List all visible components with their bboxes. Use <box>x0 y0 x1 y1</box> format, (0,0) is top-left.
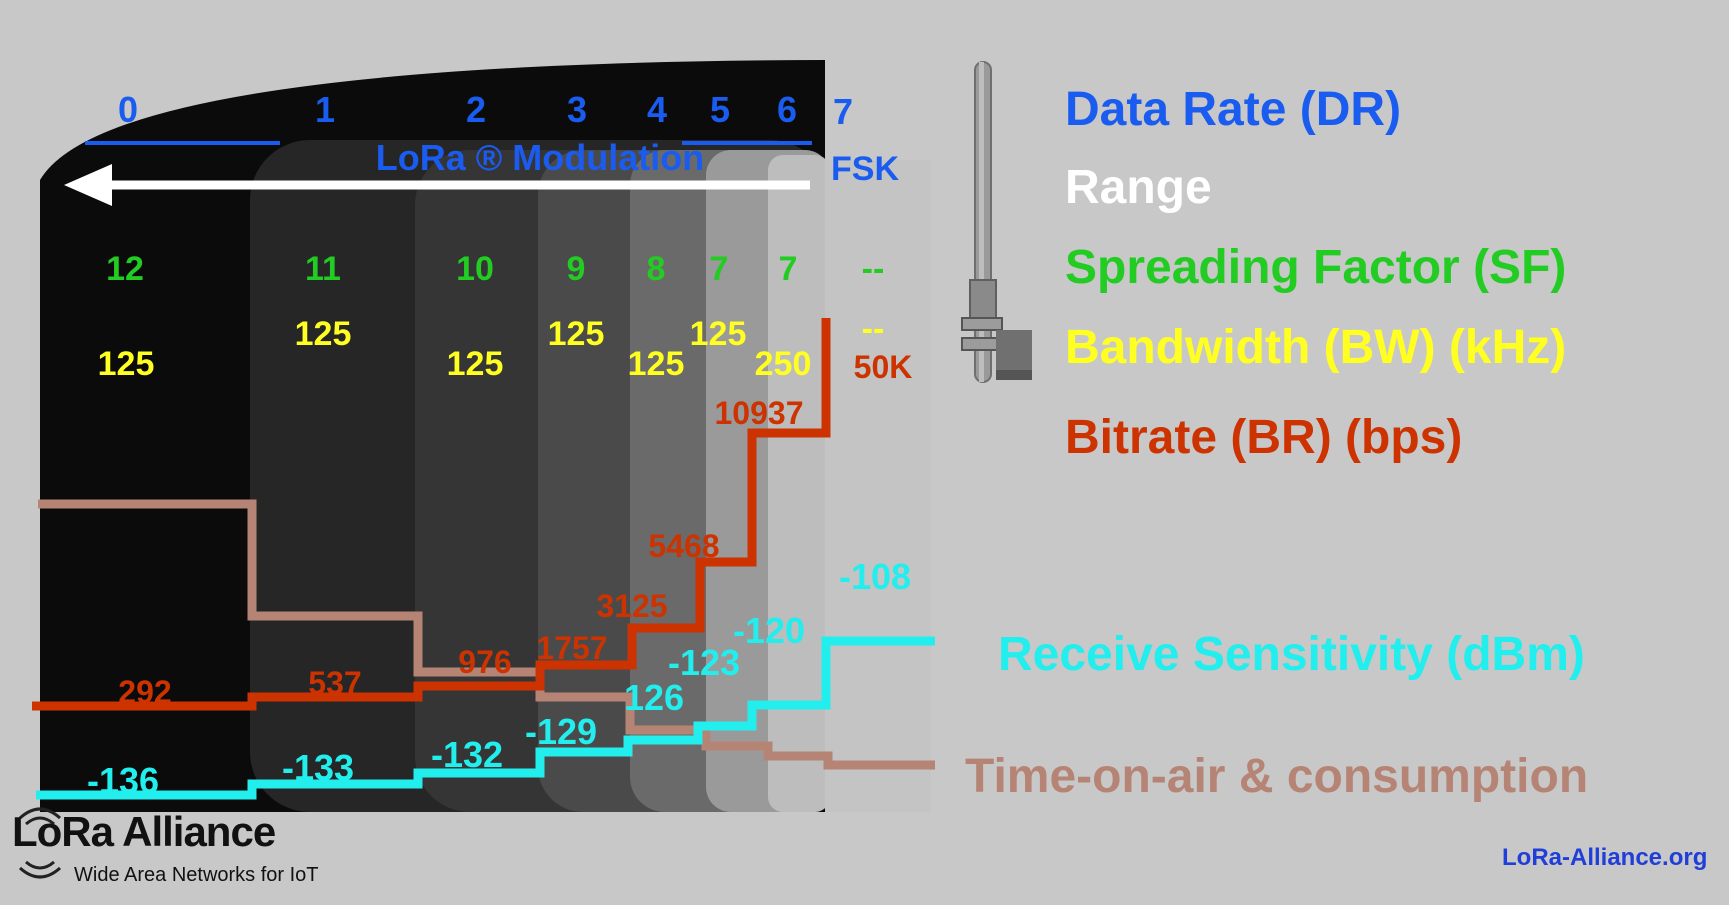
bitrate-1: 537 <box>308 665 361 701</box>
spreading-factor-0: 12 <box>106 250 144 288</box>
spreading-factor-labels: 12 11 10 9 8 7 7 -- <box>106 250 884 288</box>
bandwidth-6: 250 <box>755 345 812 383</box>
sensitivity-6: -120 <box>733 610 805 651</box>
data-rate-label-6: 6 <box>777 89 797 130</box>
legend-spreading-factor: Spreading Factor (SF) <box>1065 241 1566 294</box>
sensitivity-2: -132 <box>431 734 503 775</box>
sensitivity-3: -129 <box>525 711 597 752</box>
bitrate-0: 292 <box>118 674 171 710</box>
spreading-factor-7: -- <box>862 250 885 288</box>
bitrate-5: 5468 <box>648 528 719 564</box>
data-rate-label-5: 5 <box>710 89 730 130</box>
logo-signal-icon <box>18 807 62 879</box>
spreading-factor-1: 11 <box>305 250 341 288</box>
fsk-bandwidth: 50K <box>854 349 913 385</box>
legend-bandwidth: Bandwidth (BW) (kHz) <box>1065 321 1566 374</box>
legend-range: Range <box>1065 161 1212 214</box>
lora-alliance-logo: LoRa Alliance Wide Area Networks for IoT <box>10 808 340 896</box>
data-rate-label-1: 1 <box>315 89 335 130</box>
sensitivity-4: 126 <box>624 677 684 718</box>
bitrate-2: 976 <box>458 644 511 680</box>
data-rate-label-2: 2 <box>466 89 486 130</box>
spreading-factor-3: 9 <box>567 250 586 288</box>
legend-data-rate: Data Rate (DR) <box>1065 83 1401 136</box>
bandwidth-4: 125 <box>628 345 685 383</box>
sensitivity-1: -133 <box>282 747 354 788</box>
legend-time-on-air: Time-on-air & consumption <box>965 750 1588 803</box>
data-rate-label-7: 7 <box>833 91 853 132</box>
sensitivity-7: -108 <box>839 556 911 597</box>
sensitivity-5: -123 <box>668 642 740 683</box>
website-link[interactable]: LoRa-Alliance.org <box>1502 844 1708 871</box>
bitrate-6: 10937 <box>715 395 804 431</box>
bandwidth-7: -- <box>862 310 885 348</box>
legend: Data Rate (DR) Range Spreading Factor (S… <box>965 83 1588 803</box>
data-rate-labels: 0 1 2 3 4 5 6 7 <box>118 89 853 132</box>
logo-wordmark: LoRa Alliance <box>12 808 276 855</box>
legend-sensitivity: Receive Sensitivity (dBm) <box>998 628 1585 681</box>
sensitivity-labels: -136 -133 -132 -129 126 -123 -120 -108 <box>87 556 911 801</box>
fsk-label: FSK <box>831 150 899 188</box>
data-rate-label-3: 3 <box>567 89 587 130</box>
bandwidth-0: 125 <box>98 345 155 383</box>
bandwidth-1: 125 <box>295 315 352 353</box>
data-rate-label-0: 0 <box>118 89 138 130</box>
bitrate-labels: 292 537 976 1757 3125 5468 10937 <box>118 395 803 710</box>
data-rate-label-4: 4 <box>647 89 667 130</box>
sensitivity-line <box>36 636 935 800</box>
bitrate-line <box>32 318 831 711</box>
bitrate-4: 3125 <box>596 588 667 624</box>
spreading-factor-6: 7 <box>779 250 798 288</box>
range-zone-dr6 <box>768 155 825 812</box>
spreading-factor-4: 8 <box>647 250 666 288</box>
range-arrow-head <box>64 164 112 206</box>
logo-tagline: Wide Area Networks for IoT <box>74 864 319 886</box>
spreading-factor-2: 10 <box>456 250 494 288</box>
legend-bitrate: Bitrate (BR) (bps) <box>1065 411 1462 464</box>
spreading-factor-5: 7 <box>710 250 729 288</box>
modulation-label: LoRa ® Modulation <box>376 137 704 178</box>
bandwidth-3: 125 <box>548 315 605 353</box>
bandwidth-5: 125 <box>690 315 747 353</box>
sensitivity-0: -136 <box>87 760 159 801</box>
time-on-air-line <box>38 499 935 770</box>
bandwidth-2: 125 <box>447 345 504 383</box>
bandwidth-labels: 125 125 125 125 125 125 250 -- <box>98 310 885 383</box>
antenna-icon <box>961 61 1032 383</box>
range-zone-fsk <box>825 160 931 812</box>
bitrate-3: 1757 <box>536 630 607 666</box>
